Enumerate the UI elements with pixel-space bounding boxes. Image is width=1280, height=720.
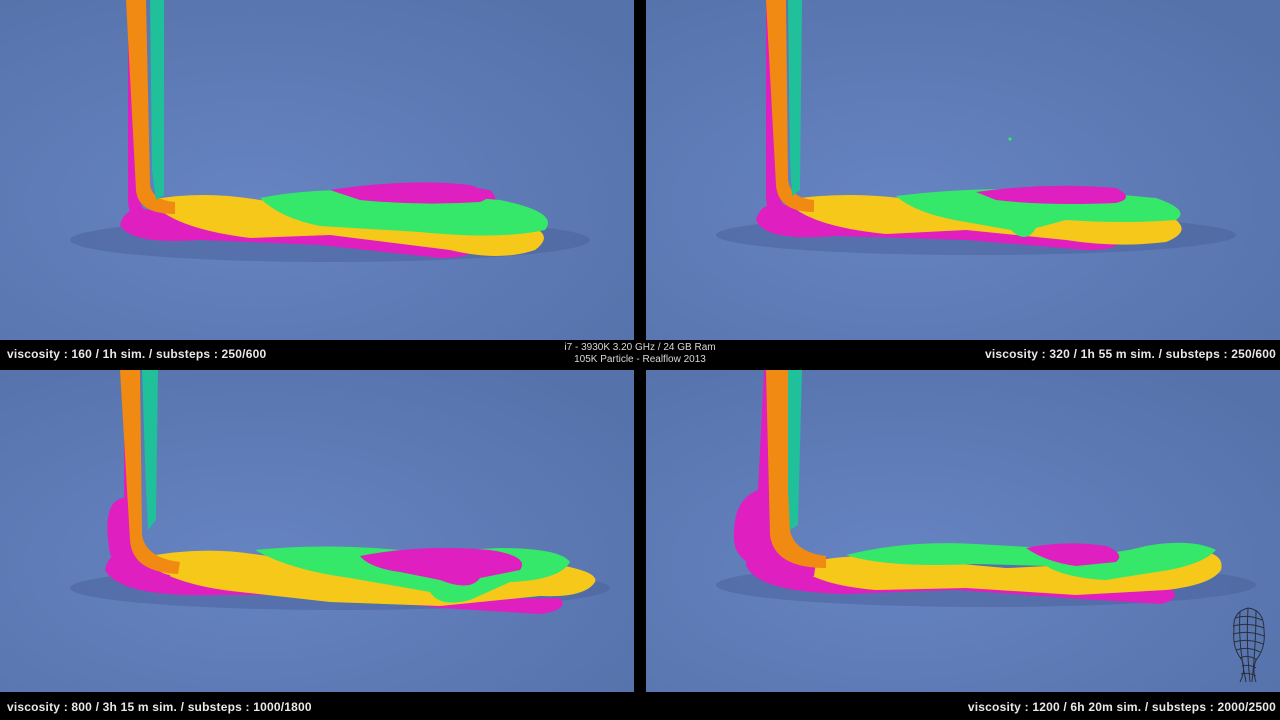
system-info: i7 - 3930K 3.20 GHz / 24 GB Ram 105K Par… xyxy=(540,342,740,366)
caption-viscosity-160: viscosity : 160 / 1h sim. / substeps : 2… xyxy=(7,347,267,361)
fluid-render-2 xyxy=(646,0,1280,340)
system-info-hardware: i7 - 3930K 3.20 GHz / 24 GB Ram xyxy=(564,342,716,353)
mesh-head-logo-icon xyxy=(1232,607,1265,683)
caption-viscosity-1200: viscosity : 1200 / 6h 20m sim. / substep… xyxy=(967,700,1276,714)
simulation-panel-viscosity-160 xyxy=(0,0,634,340)
caption-viscosity-320: viscosity : 320 / 1h 55 m sim. / substep… xyxy=(984,347,1276,361)
caption-viscosity-800: viscosity : 800 / 3h 15 m sim. / substep… xyxy=(7,700,312,714)
simulation-panel-viscosity-1200 xyxy=(646,370,1280,692)
system-info-software: 105K Particle - Realflow 2013 xyxy=(574,354,706,365)
fluid-render-4 xyxy=(646,370,1280,692)
fluid-render-1 xyxy=(0,0,634,340)
simulation-panel-viscosity-320 xyxy=(646,0,1280,340)
simulation-panel-viscosity-800 xyxy=(0,370,634,692)
fluid-render-3 xyxy=(0,370,634,692)
